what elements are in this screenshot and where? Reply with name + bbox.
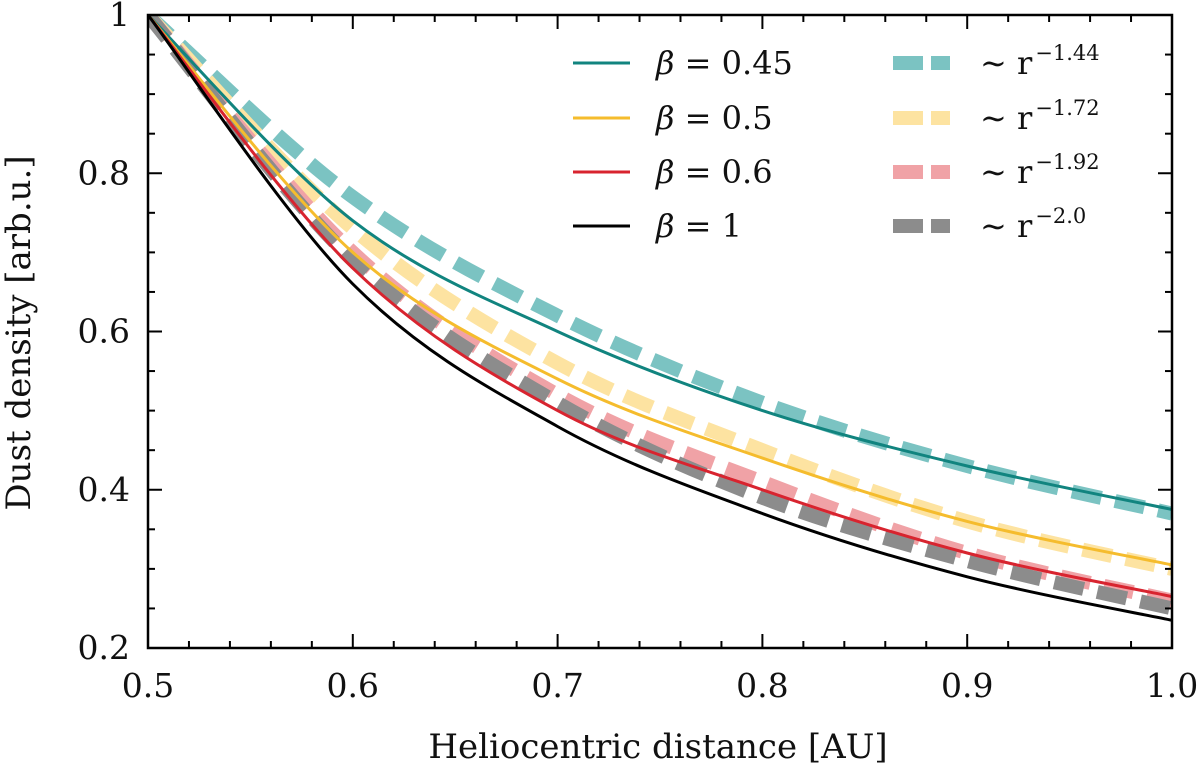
legend-label: ∼ r −1.44 [980, 41, 1100, 82]
series-line-beta-7 [148, 15, 1172, 622]
y-axis-label: Dust density [arb.u.] [0, 155, 39, 510]
legend-label: β = 0.45 [655, 44, 793, 82]
x-axis-label: Heliocentric distance [AU] [428, 727, 887, 767]
legend-item: ∼ r −1.44 [893, 41, 1100, 82]
series-line-beta-5 [148, 15, 1172, 567]
y-tick-label: 0.2 [78, 628, 130, 667]
y-tick-label: 1 [109, 0, 130, 34]
series-line-beta-4 [148, 15, 1172, 511]
legend-label: ∼ r −2.0 [980, 204, 1086, 245]
x-tick-label: 1.0 [1146, 666, 1198, 705]
x-tick-label: 0.9 [941, 666, 993, 705]
y-tick-label: 0.6 [78, 312, 130, 351]
series-line-fit-1 [148, 15, 1172, 576]
series-line-fit-3 [148, 15, 1172, 616]
y-tick-label: 0.8 [78, 153, 130, 192]
x-tick-label: 0.6 [327, 666, 379, 705]
legend-item: β = 0.6 [573, 153, 773, 191]
legend-label: β = 0.6 [655, 153, 773, 191]
plot-area [148, 15, 1172, 622]
legend-item: ∼ r −1.72 [893, 96, 1100, 137]
legend-item: β = 1 [573, 207, 742, 245]
legend-item: β = 0.45 [573, 44, 793, 82]
legend-label: ∼ r −1.92 [980, 150, 1100, 191]
legend-label: β = 1 [655, 207, 742, 245]
legend: β = 0.45 β = 0.5 β = 0.6 β = 1 ∼ r −1.44 ∼ r −1… [573, 41, 1100, 245]
x-tick-label: 0.7 [531, 666, 583, 705]
y-tick-label: 0.4 [78, 470, 130, 509]
legend-item: ∼ r −1.92 [893, 150, 1100, 191]
legend-label: β = 0.5 [655, 99, 773, 137]
series-line-beta-6 [148, 15, 1172, 599]
x-tick-label: 0.5 [122, 666, 174, 705]
axes: 0.5 0.6 0.7 0.8 0.9 1.0 0.2 0.4 0.6 0.8 1 [78, 0, 1199, 705]
legend-item: ∼ r −2.0 [893, 204, 1086, 245]
legend-item: β = 0.5 [573, 99, 773, 137]
legend-label: ∼ r −1.72 [980, 96, 1100, 137]
x-tick-label: 0.8 [736, 666, 788, 705]
